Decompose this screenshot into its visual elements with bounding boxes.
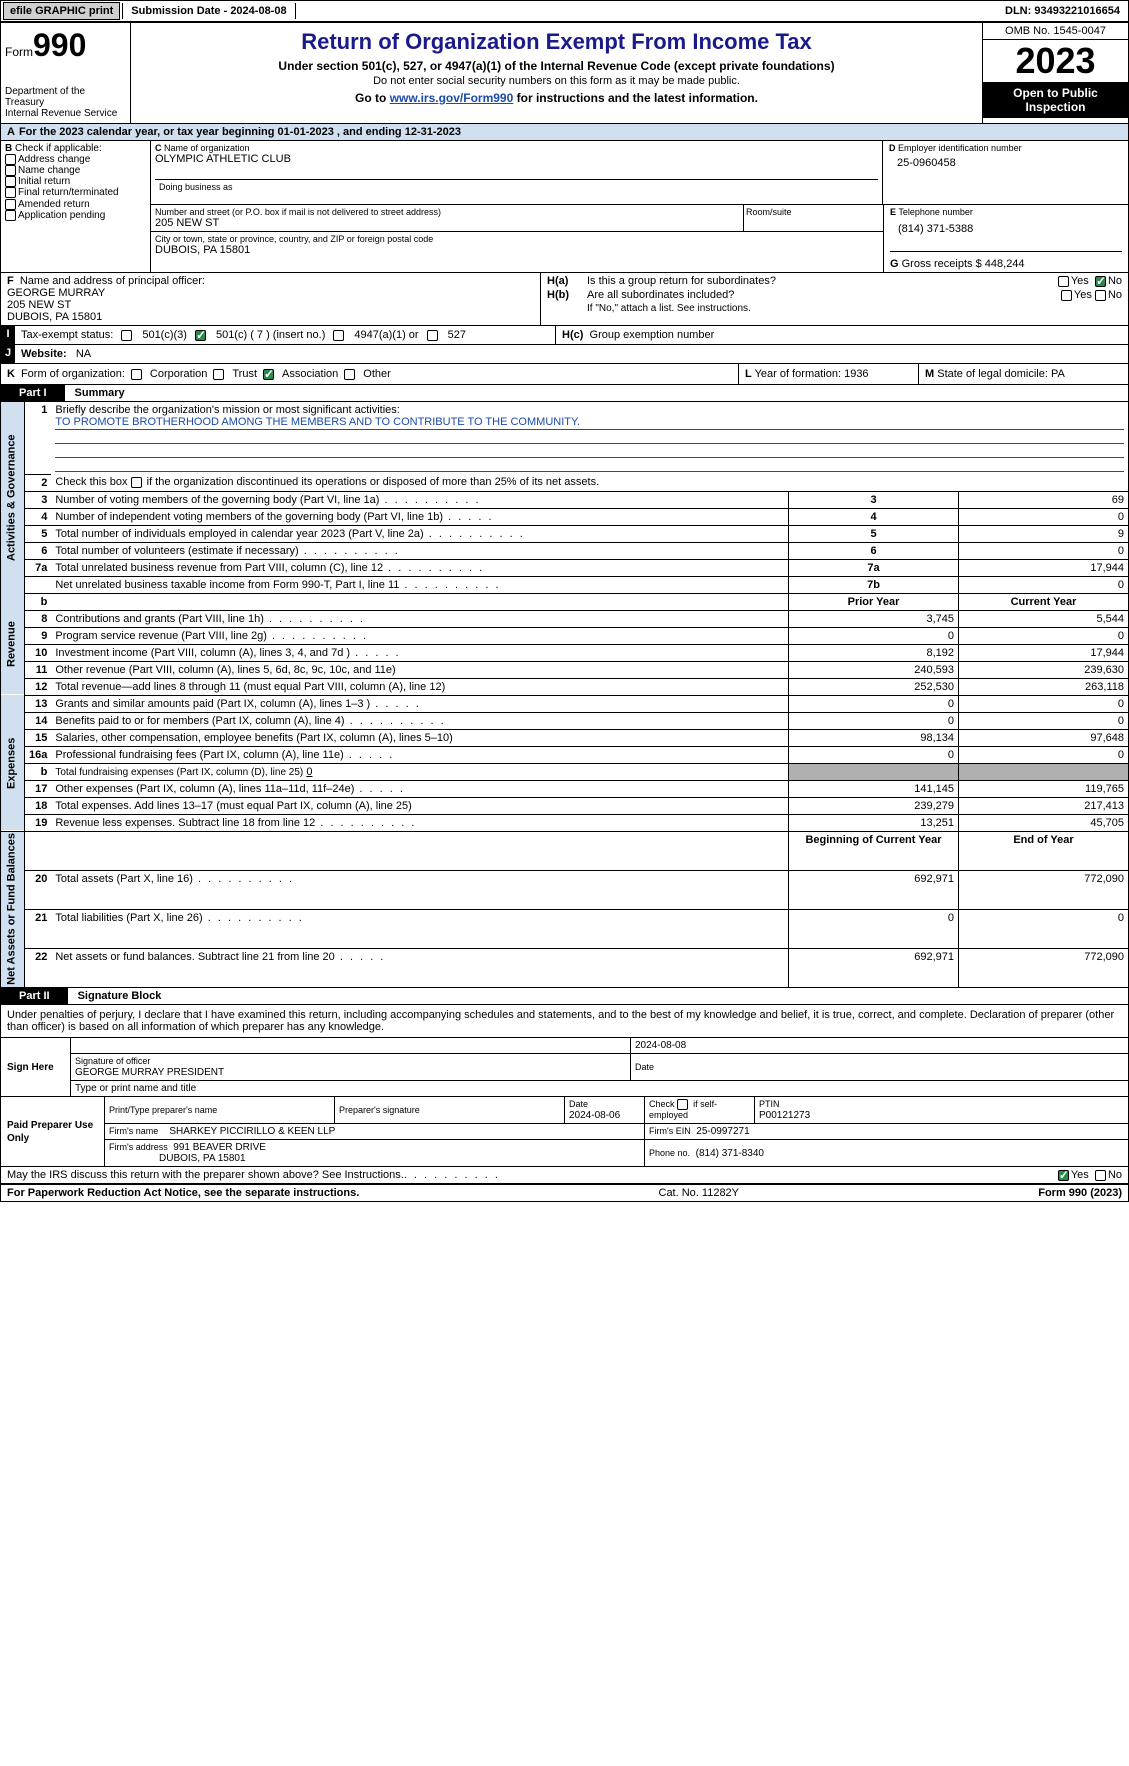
cat-no: Cat. No. 11282Y <box>659 1187 740 1199</box>
paid-preparer-table: Paid Preparer Use Only Print/Type prepar… <box>0 1097 1129 1167</box>
chk-501c[interactable] <box>195 330 206 341</box>
form-number: 990 <box>33 27 86 63</box>
sign-date: 2024-08-08 <box>635 1040 686 1051</box>
ha-yes[interactable] <box>1058 276 1069 287</box>
chk-name-change[interactable]: Name change <box>5 165 146 176</box>
submission-date: Submission Date - 2024-08-08 <box>122 3 295 19</box>
form-header: Form990 Department of the Treasury Inter… <box>0 22 1129 124</box>
part2-header: Part II Signature Block <box>0 988 1129 1005</box>
website-row: J Website: NA <box>0 345 1129 364</box>
phone: (814) 371-5388 <box>890 223 1122 235</box>
line-a-taxyear: AFor the 2023 calendar year, or tax year… <box>0 124 1129 141</box>
firm-addr1: 991 BEAVER DRIVE <box>173 1142 266 1153</box>
dept-treasury: Department of the Treasury Internal Reve… <box>5 86 126 119</box>
may-irs-discuss: May the IRS discuss this return with the… <box>0 1167 1129 1184</box>
website-value: NA <box>76 348 91 360</box>
efile-print-button[interactable]: efile GRAPHIC print <box>3 2 120 20</box>
hb-no[interactable] <box>1095 290 1106 301</box>
officer-name: GEORGE MURRAY <box>7 287 105 299</box>
mission-text: TO PROMOTE BROTHERHOOD AMONG THE MEMBERS… <box>55 416 1124 430</box>
perjury-declaration: Under penalties of perjury, I declare th… <box>0 1005 1129 1038</box>
summary-table: Activities & Governance 1 Briefly descri… <box>0 402 1129 988</box>
state-domicile: PA <box>1051 368 1065 380</box>
officer-city: DUBOIS, PA 15801 <box>7 311 102 323</box>
v4: 0 <box>959 508 1129 525</box>
col-prior: Prior Year <box>789 593 959 610</box>
goto-line: Go to www.irs.gov/Form990 for instructio… <box>137 91 976 105</box>
part1-header: Part I Summary <box>0 385 1129 402</box>
chk-trust[interactable] <box>213 369 224 380</box>
chk-initial-return[interactable]: Initial return <box>5 176 146 187</box>
form-word: Form <box>5 45 33 59</box>
footer: For Paperwork Reduction Act Notice, see … <box>0 1184 1129 1202</box>
chk-final-return[interactable]: Final return/terminated <box>5 187 146 198</box>
col-begin: Beginning of Current Year <box>789 831 959 870</box>
tax-year: 2023 <box>983 40 1128 82</box>
col-end: End of Year <box>959 831 1129 870</box>
officer-h-block: F Name and address of principal officer:… <box>0 273 1129 326</box>
may-no[interactable] <box>1095 1170 1106 1181</box>
chk-address-change[interactable]: Address change <box>5 154 146 165</box>
may-yes[interactable] <box>1058 1170 1069 1181</box>
street-address: 205 NEW ST <box>155 217 739 229</box>
chk-other[interactable] <box>344 369 355 380</box>
v7b: 0 <box>959 576 1129 593</box>
ha-no[interactable] <box>1095 276 1106 287</box>
hb-yes[interactable] <box>1061 290 1072 301</box>
sign-here-table: Sign Here 2024-08-08 Signature of office… <box>0 1038 1129 1097</box>
officer-street: 205 NEW ST <box>7 299 71 311</box>
v5: 9 <box>959 525 1129 542</box>
topbar: efile GRAPHIC print Submission Date - 20… <box>0 0 1129 22</box>
year-formation: 1936 <box>844 368 868 380</box>
form-footer: Form 990 (2023) <box>1038 1187 1122 1199</box>
form-title: Return of Organization Exempt From Incom… <box>137 29 976 55</box>
ein: 25-0960458 <box>889 157 1122 169</box>
paid-preparer-label: Paid Preparer Use Only <box>1 1097 105 1167</box>
k-l-m-row: K Form of organization: Corporation Trus… <box>0 364 1129 385</box>
side-governance: Activities & Governance <box>1 402 25 593</box>
chk-discontinued[interactable] <box>131 477 142 488</box>
form-subtitle: Under section 501(c), 527, or 4947(a)(1)… <box>137 59 976 73</box>
side-expenses: Expenses <box>1 695 25 831</box>
v7a: 17,944 <box>959 559 1129 576</box>
col-current: Current Year <box>959 593 1129 610</box>
chk-application-pending[interactable]: Application pending <box>5 210 146 221</box>
gross-receipts: 448,244 <box>985 258 1025 270</box>
chk-self-employed[interactable] <box>677 1099 688 1110</box>
chk-4947[interactable] <box>333 330 344 341</box>
v3: 69 <box>959 491 1129 508</box>
chk-527[interactable] <box>427 330 438 341</box>
v6: 0 <box>959 542 1129 559</box>
omb-number: OMB No. 1545-0047 <box>983 23 1128 40</box>
firm-name: SHARKEY PICCIRILLO & KEEN LLP <box>169 1126 335 1137</box>
dln: DLN: 93493221016654 <box>1005 5 1128 17</box>
chk-corp[interactable] <box>131 369 142 380</box>
chk-501c3[interactable] <box>121 330 132 341</box>
city-state-zip: DUBOIS, PA 15801 <box>155 244 879 256</box>
ptin: P00121273 <box>759 1110 810 1121</box>
identity-block: B Check if applicable: Address change Na… <box>0 141 1129 273</box>
chk-amended-return[interactable]: Amended return <box>5 199 146 210</box>
firm-ein: 25-0997271 <box>696 1126 749 1137</box>
open-public-badge: Open to Public Inspection <box>983 82 1128 118</box>
prep-date: 2024-08-06 <box>569 1110 620 1121</box>
officer-signature-name: GEORGE MURRAY PRESIDENT <box>75 1067 224 1078</box>
tax-status-row: I Tax-exempt status: 501(c)(3) 501(c) ( … <box>0 326 1129 345</box>
firm-addr2: DUBOIS, PA 15801 <box>159 1153 246 1164</box>
irs-link[interactable]: www.irs.gov/Form990 <box>390 91 514 105</box>
org-name: OLYMPIC ATHLETIC CLUB <box>155 153 878 165</box>
chk-assoc[interactable] <box>263 369 274 380</box>
side-netassets: Net Assets or Fund Balances <box>1 831 25 988</box>
firm-phone: (814) 371-8340 <box>696 1148 764 1159</box>
side-revenue: Revenue <box>1 593 25 695</box>
form-note: Do not enter social security numbers on … <box>137 75 976 87</box>
sign-here-label: Sign Here <box>1 1038 71 1097</box>
